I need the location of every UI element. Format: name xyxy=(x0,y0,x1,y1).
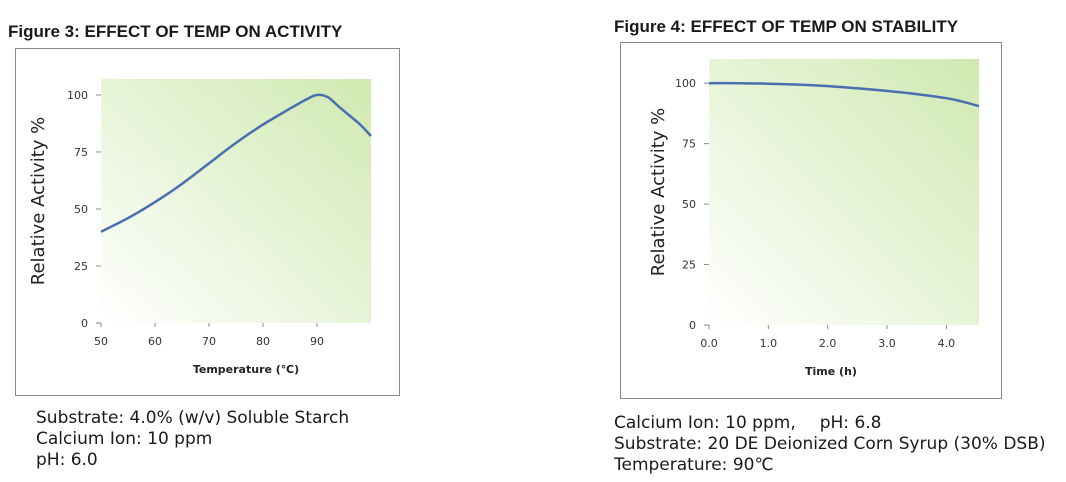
y-tick-label: 75 xyxy=(682,138,696,151)
figure-4-chart: 0 25 50 75 100 0.0 1.0 2.0 3.0 4.0 Time (h) Relativ… xyxy=(648,59,980,378)
x-axis-label: Temperature (℃) xyxy=(193,363,299,376)
x-tick-label: 90 xyxy=(310,335,324,348)
x-tick-label: 80 xyxy=(256,335,270,348)
figure-4-title: Figure 4: EFFECT OF TEMP ON STABILITY xyxy=(614,17,959,36)
x-tick-label: 0.0 xyxy=(700,337,718,350)
plot-area xyxy=(709,59,979,325)
y-tick-label: 50 xyxy=(682,198,696,211)
y-axis-label: Relative Activity % xyxy=(648,108,669,276)
x-tick-label: 1.0 xyxy=(760,337,778,350)
caption-temperature: Temperature: 90℃ xyxy=(614,455,774,475)
y-tick-label: 25 xyxy=(682,259,696,272)
x-tick-label: 3.0 xyxy=(878,337,896,350)
y-tick-label: 100 xyxy=(675,77,696,90)
figure-3-chart: 0 25 50 75 100 50 60 70 80 90 Temperature (℃) Relat… xyxy=(28,79,372,376)
caption-ph: pH: 6.0 xyxy=(36,450,98,470)
y-tick-label: 75 xyxy=(74,146,88,159)
figure-3-chart-box: 0 25 50 75 100 50 60 70 80 90 Temperature (℃) Relat… xyxy=(15,48,400,396)
series-line xyxy=(708,81,980,108)
x-tick-label: 4.0 xyxy=(938,337,956,350)
caption-substrate: Substrate: 20 DE Deionized Corn Syrup (3… xyxy=(614,434,1046,454)
x-axis-label: Time (h) xyxy=(805,365,857,378)
caption-calcium-ion: Calcium Ion: 10 ppm xyxy=(36,429,213,449)
y-tick-label: 0 xyxy=(689,319,696,332)
caption-conditions-line: Calcium Ion: 10 ppm, pH: 6.8 xyxy=(614,413,1046,434)
plot-area xyxy=(101,79,371,323)
caption-calcium-ion: Calcium Ion: 10 ppm, xyxy=(614,413,796,433)
caption-ph: pH: 6.8 xyxy=(819,413,882,433)
figure-4-caption: Calcium Ion: 10 ppm, pH: 6.8 Substrate: 2… xyxy=(614,413,1046,476)
x-tick-label: 60 xyxy=(148,335,162,348)
figure-3-caption: Substrate: 4.0% (w/v) Soluble Starch Cal… xyxy=(36,408,349,471)
y-tick-label: 100 xyxy=(67,89,88,102)
x-tick-label: 2.0 xyxy=(819,337,837,350)
y-tick-label: 0 xyxy=(81,317,88,330)
x-tick-label: 70 xyxy=(202,335,216,348)
y-tick-label: 25 xyxy=(74,260,88,273)
figure-3-title: Figure 3: EFFECT OF TEMP ON ACTIVITY xyxy=(8,22,343,41)
caption-substrate: Substrate: 4.0% (w/v) Soluble Starch xyxy=(36,408,350,428)
x-tick-label: 50 xyxy=(94,335,108,348)
y-axis-label: Relative Activity % xyxy=(28,117,49,285)
series-line xyxy=(100,93,372,233)
y-tick-label: 50 xyxy=(74,203,88,216)
figure-4-chart-box: 0 25 50 75 100 0.0 1.0 2.0 3.0 4.0 Time (h) Relativ… xyxy=(620,42,1002,399)
